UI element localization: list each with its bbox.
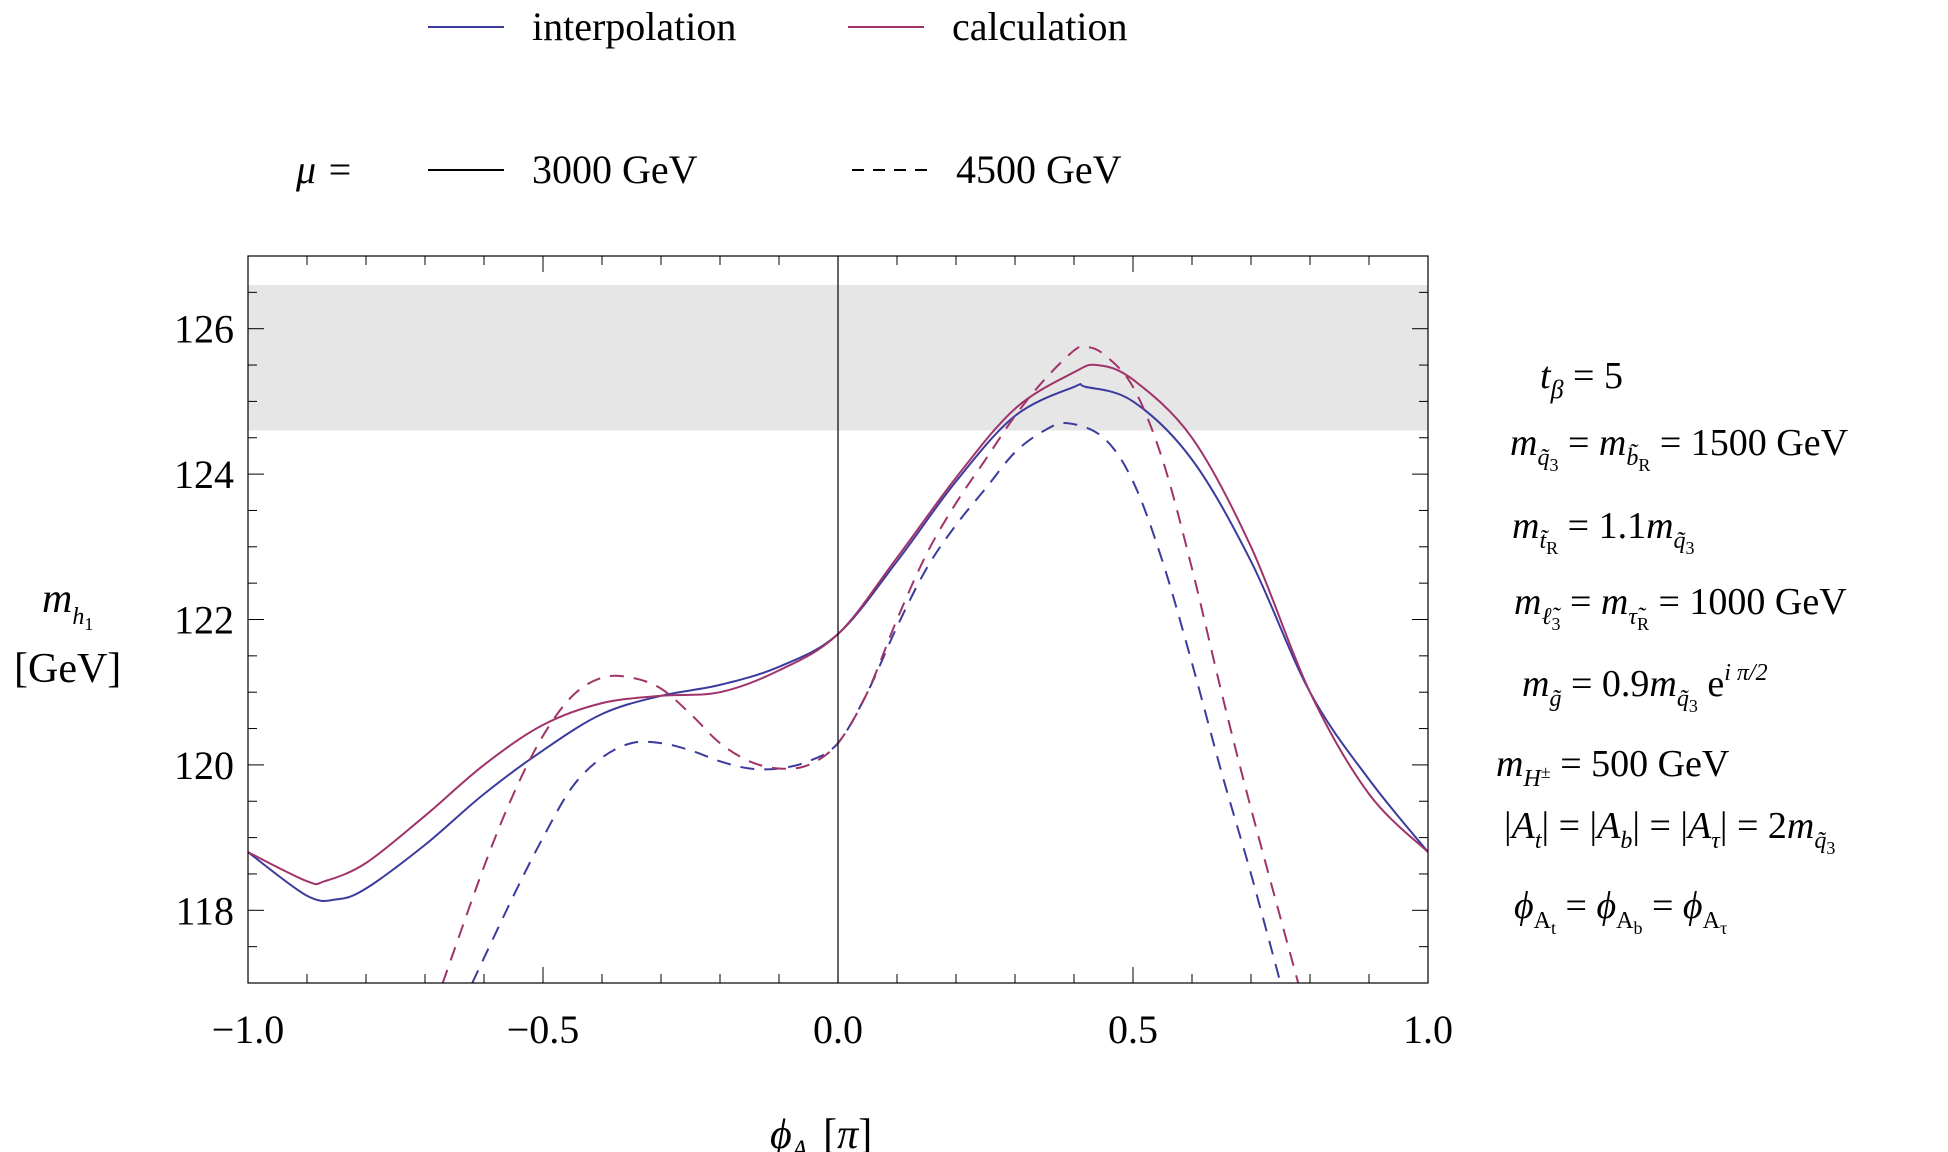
y-tick-label: 120 bbox=[174, 743, 234, 788]
x-tick-label: 0.5 bbox=[1108, 1007, 1158, 1052]
x-tick-label: −0.5 bbox=[507, 1007, 580, 1052]
param-phases: ϕAt = ϕAb = ϕAτ bbox=[1514, 885, 1727, 938]
legend-colors: interpolation calculation bbox=[428, 4, 1127, 49]
y-tick-label: 118 bbox=[175, 888, 234, 933]
legend-4500-label: 4500 GeV bbox=[956, 147, 1122, 192]
x-tick-label: 0.0 bbox=[813, 1007, 863, 1052]
x-axis-label: ϕAt [π] bbox=[770, 1112, 872, 1152]
legend-mu-prefix: μ = bbox=[295, 147, 353, 192]
param-mhpm: mH± = 500 GeV bbox=[1496, 743, 1730, 792]
legend-calculation-label: calculation bbox=[952, 4, 1127, 49]
series-interpolation-4500 bbox=[471, 421, 1282, 983]
x-tick-label: −1.0 bbox=[212, 1007, 285, 1052]
y-tick-label: 122 bbox=[174, 598, 234, 643]
plot-area: 118 120 122 124 126 −1.0 −0.5 0.0 0.5 1.0 bbox=[174, 255, 1453, 1052]
svg-text:[GeV]: [GeV] bbox=[14, 646, 121, 692]
param-trilinear: |At| = |Ab| = |Aτ| = 2mq̃3 bbox=[1504, 805, 1835, 858]
param-tbeta: tβ = 5 bbox=[1540, 355, 1623, 404]
param-mgluino: mg̃ = 0.9mq̃3 ei π/2 bbox=[1522, 660, 1768, 716]
series-interpolation-3000 bbox=[248, 383, 1428, 902]
legend-3000-label: 3000 GeV bbox=[532, 147, 698, 192]
param-mtr: mt̃R = 1.1mq̃3 bbox=[1512, 505, 1695, 558]
param-msq: mq̃3 = mb̃R = 1500 GeV bbox=[1510, 422, 1849, 475]
svg-text:ϕAt [π]: ϕAt [π] bbox=[770, 1112, 872, 1152]
legend-interpolation-label: interpolation bbox=[532, 4, 736, 49]
x-tick-label: 1.0 bbox=[1403, 1007, 1453, 1052]
series-calculation-3000 bbox=[248, 363, 1428, 886]
legend-styles: μ = 3000 GeV 4500 GeV bbox=[295, 147, 1122, 192]
param-ml3: mℓ̃3 = mτ̃R = 1000 GeV bbox=[1514, 581, 1847, 634]
ticks-layer: 118 120 122 124 126 −1.0 −0.5 0.0 0.5 1.0 bbox=[174, 255, 1453, 1052]
svg-text:mh1: mh1 bbox=[42, 576, 93, 634]
y-tick-label: 126 bbox=[174, 307, 234, 352]
y-axis-label: mh1 [GeV] bbox=[14, 576, 121, 692]
parameter-list: tβ = 5 mq̃3 = mb̃R = 1500 GeV mt̃R = 1.1… bbox=[1496, 355, 1849, 938]
series-calculation-4500 bbox=[441, 345, 1300, 983]
y-tick-label: 124 bbox=[174, 452, 234, 497]
series-layer bbox=[248, 345, 1428, 983]
